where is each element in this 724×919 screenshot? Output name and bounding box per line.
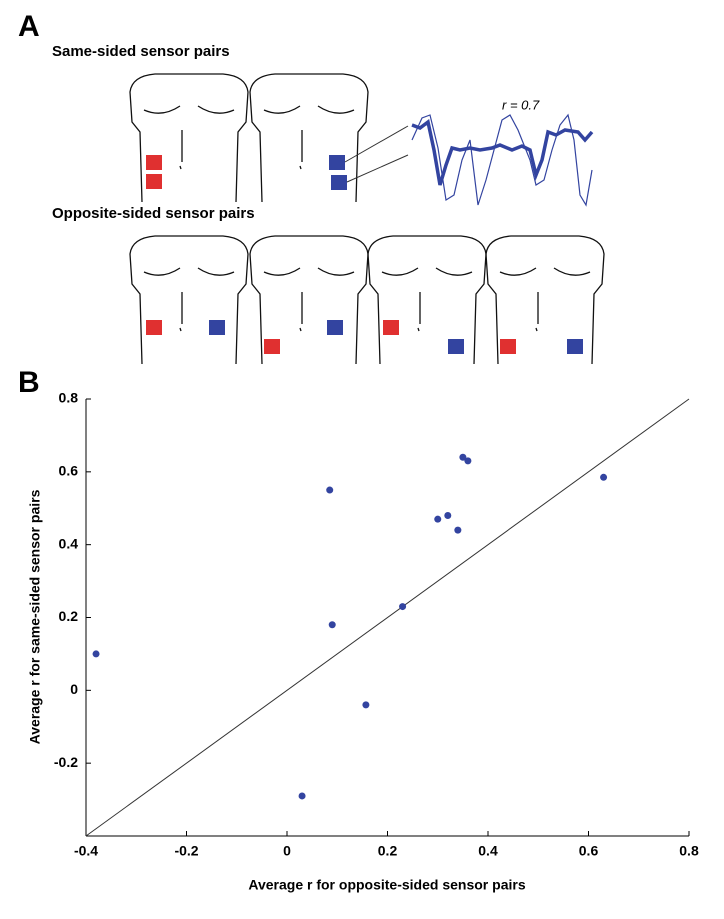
point: [454, 526, 462, 534]
point: [399, 603, 407, 611]
section-title: Same-sided sensor pairs: [52, 43, 230, 60]
x-tick-label: 0: [283, 843, 291, 859]
y-axis-label: Average r for same-sided sensor pairs: [27, 489, 43, 744]
panel-label: A: [18, 10, 40, 43]
x-tick-label: 0.4: [478, 843, 498, 859]
y-tick-label: -0.2: [54, 754, 78, 770]
panel-label: B: [18, 366, 40, 399]
y-tick-label: 0.8: [59, 390, 79, 406]
point: [459, 453, 467, 461]
y-tick-label: 0.4: [59, 535, 79, 551]
point: [92, 650, 100, 658]
x-tick-label: 0.2: [378, 843, 398, 859]
x-tick-label: 0.8: [679, 843, 699, 859]
point: [298, 792, 306, 800]
annotation: r = 0.7: [502, 97, 540, 112]
y-tick-label: 0.6: [59, 463, 79, 479]
point: [444, 512, 452, 520]
y-tick-label: 0: [70, 681, 78, 697]
x-tick-label: -0.4: [74, 843, 98, 859]
point: [600, 473, 608, 481]
section-title: Opposite-sided sensor pairs: [52, 205, 255, 222]
y-tick-label: 0.2: [59, 608, 79, 624]
x-axis-label: Average r for opposite-sided sensor pair…: [248, 877, 525, 893]
x-tick-label: -0.2: [174, 843, 198, 859]
point: [434, 515, 442, 523]
point: [328, 621, 336, 629]
point: [326, 486, 334, 494]
x-tick-label: 0.6: [579, 843, 599, 859]
identity-line: [85, 398, 690, 837]
point: [464, 457, 472, 465]
point: [362, 701, 370, 709]
torso-figure: [129, 73, 605, 365]
